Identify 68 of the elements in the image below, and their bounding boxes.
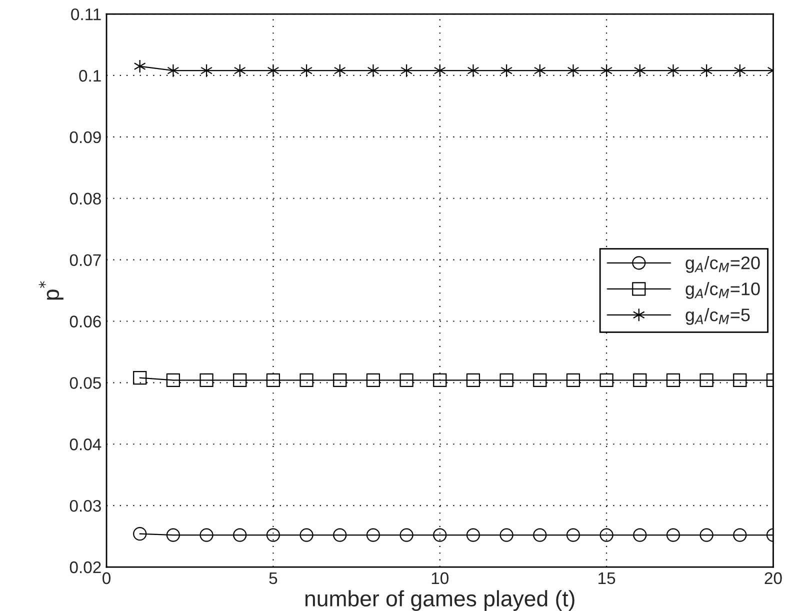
point [633, 373, 647, 388]
point [466, 373, 480, 388]
y-tick-label: 0.07 [70, 254, 101, 266]
y-tick-label: 0.05 [70, 377, 101, 389]
point [400, 528, 414, 542]
point [366, 528, 380, 542]
point [167, 64, 180, 78]
point [233, 373, 247, 388]
point [700, 373, 714, 388]
point [667, 64, 680, 78]
point [600, 528, 614, 542]
point [533, 528, 547, 542]
point [200, 64, 212, 78]
point [133, 370, 147, 385]
point [266, 373, 280, 388]
point [633, 528, 647, 542]
point [433, 373, 447, 388]
y-tick-label: 0.1 [79, 70, 101, 82]
legend-label: g$_{A}$/c$_{M}$=10 [686, 282, 760, 299]
y-axis-title: p$^{*}$ [38, 281, 64, 300]
point [300, 373, 314, 388]
point [333, 528, 347, 542]
x-tick-label: 15 [598, 572, 616, 584]
point [734, 64, 746, 78]
legend-label: g$_{A}$/c$_{M}$=20 [686, 256, 760, 273]
point [267, 64, 280, 78]
point [400, 373, 414, 388]
point [666, 373, 680, 388]
x-tick-label: 20 [764, 572, 782, 584]
x-tick-label: 10 [432, 572, 448, 584]
point [533, 373, 547, 388]
point [733, 373, 747, 388]
point [466, 528, 480, 542]
point [700, 528, 714, 542]
y-tick-label: 0.02 [70, 561, 101, 574]
y-tick-label: 0.03 [70, 500, 101, 512]
point [300, 64, 312, 78]
x-tick-label: 5 [269, 572, 278, 584]
point [166, 373, 180, 388]
legend-label: g$_{A}$/c$_{M}$=5 [686, 308, 750, 325]
point [600, 373, 614, 388]
point [266, 528, 280, 542]
point [166, 528, 180, 542]
point [133, 527, 147, 541]
x-tick-label: 0 [102, 572, 110, 584]
y-tick-label: 0.11 [71, 8, 101, 20]
point [433, 528, 447, 542]
point [500, 373, 514, 388]
point [333, 373, 347, 388]
point [367, 64, 380, 78]
point [566, 373, 580, 388]
y-tick-label: 0.09 [70, 131, 101, 144]
point [666, 528, 680, 542]
point [567, 64, 580, 78]
point [233, 528, 247, 542]
point [300, 528, 314, 542]
y-tick-label: 0.08 [70, 192, 101, 205]
point [200, 373, 214, 388]
point [467, 64, 480, 78]
point [500, 528, 514, 542]
y-tick-label: 0.06 [70, 316, 101, 328]
point [200, 528, 214, 542]
y-tick-label: 0.04 [70, 438, 102, 450]
point [134, 59, 146, 74]
point [366, 373, 380, 388]
point [566, 528, 580, 542]
x-axis-title: number of games played (t) [305, 590, 574, 611]
point [733, 528, 747, 542]
